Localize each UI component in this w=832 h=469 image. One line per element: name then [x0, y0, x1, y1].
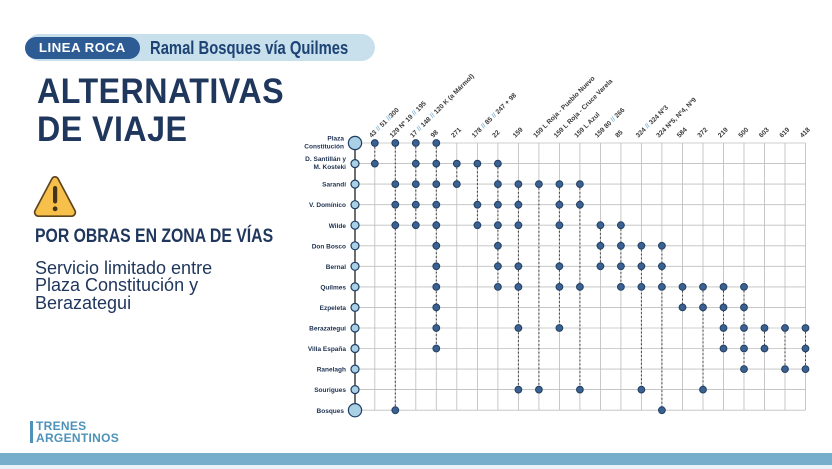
- svg-text:Ezpeleta: Ezpeleta: [320, 305, 347, 312]
- svg-text:Sarandí: Sarandí: [322, 182, 346, 189]
- svg-text:584: 584: [676, 126, 689, 139]
- svg-text:98: 98: [430, 129, 440, 139]
- svg-text:Villa España: Villa España: [308, 346, 347, 353]
- svg-text:Don Bosco: Don Bosco: [312, 243, 346, 250]
- svg-text:219: 219: [717, 126, 730, 139]
- svg-text:Berazategui: Berazategui: [309, 326, 346, 333]
- svg-text:500: 500: [737, 126, 750, 139]
- svg-text:Bosques: Bosques: [317, 408, 345, 415]
- svg-text:Bernal: Bernal: [326, 264, 346, 271]
- svg-text:129 Nº 19 // 195: 129 Nº 19 // 195: [389, 100, 428, 139]
- svg-text:Plaza: Plaza: [327, 136, 344, 143]
- svg-text:418: 418: [799, 126, 812, 139]
- svg-text:159: 159: [512, 126, 525, 139]
- svg-text:V. Domínico: V. Domínico: [309, 202, 346, 209]
- svg-text:85: 85: [614, 129, 624, 139]
- svg-text:Sourigues: Sourigues: [314, 387, 346, 394]
- svg-text:22: 22: [491, 129, 501, 139]
- svg-text:Constitución: Constitución: [304, 144, 344, 151]
- svg-text:271: 271: [450, 126, 463, 139]
- svg-text:D. Santillán y: D. Santillán y: [305, 156, 346, 163]
- svg-text:619: 619: [778, 126, 791, 139]
- svg-text:603: 603: [758, 126, 771, 139]
- svg-text:Wilde: Wilde: [329, 223, 347, 230]
- svg-text:372: 372: [696, 126, 709, 139]
- svg-text:M. Kosteki: M. Kosteki: [313, 164, 346, 171]
- svg-text:Quilmes: Quilmes: [320, 285, 346, 292]
- svg-text:Ranelagh: Ranelagh: [317, 367, 346, 374]
